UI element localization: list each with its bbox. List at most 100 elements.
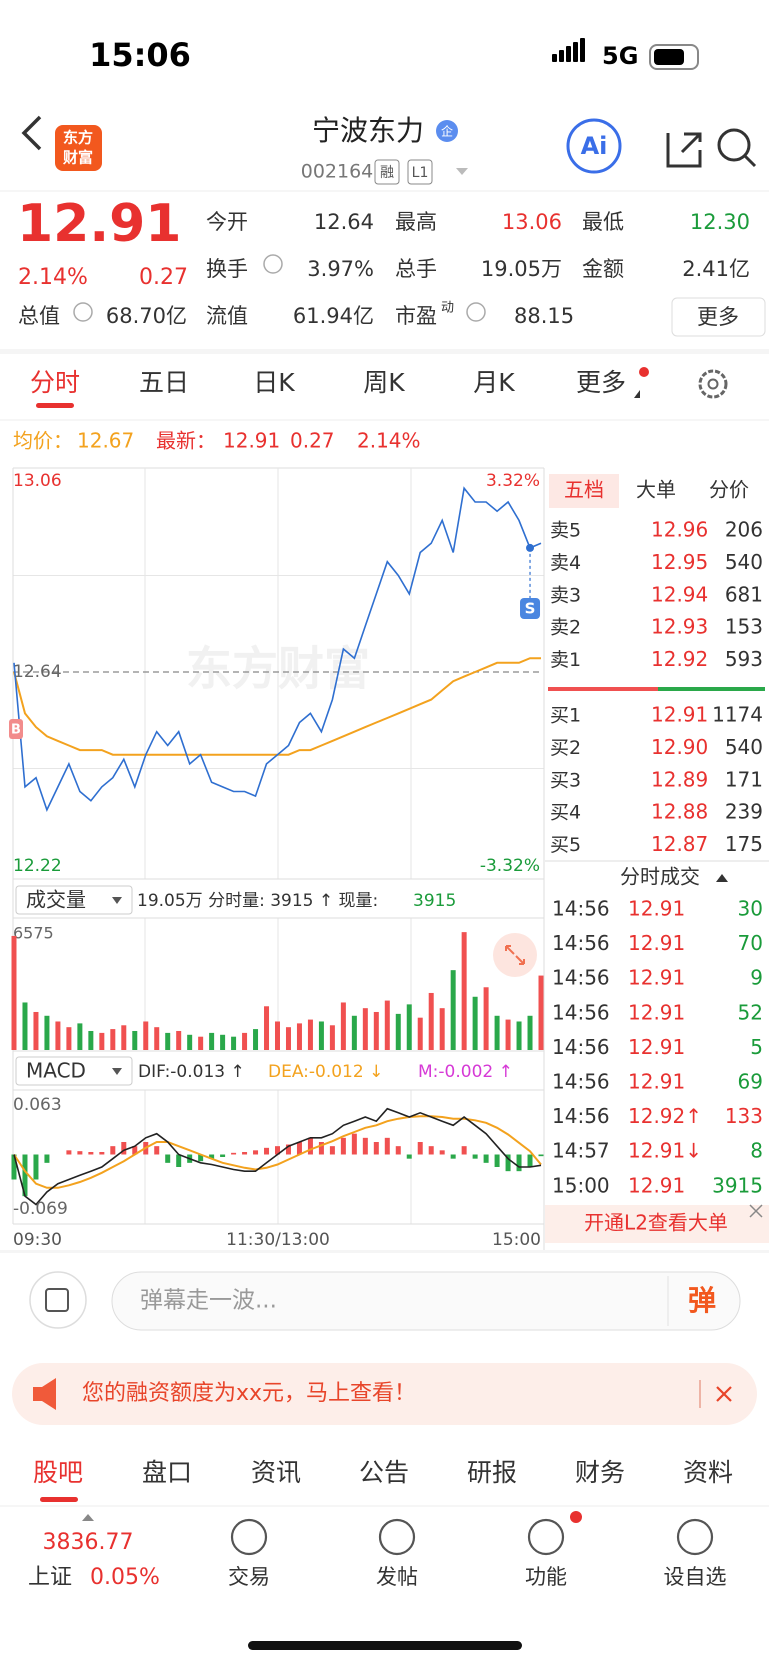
nav-label[interactable]: 发帖 [376,1565,418,1589]
macd-bar [538,1154,544,1157]
volume-bar [22,1002,28,1050]
trade-time: 14:56 [552,1104,610,1128]
macd-bar [66,1150,72,1155]
share-button[interactable] [666,132,702,168]
nav-icon[interactable] [230,1518,268,1556]
x-label: 15:00 [492,1230,541,1250]
more-button[interactable] [671,297,766,337]
trade-price: 12.91 [628,1070,685,1094]
nav-icon[interactable] [527,1518,565,1556]
period-tab[interactable]: 更多 [576,368,626,397]
macd-bar [198,1154,204,1162]
expand-button[interactable] [493,933,537,977]
period-tab[interactable]: 周K [363,368,405,397]
macd-bar [11,1154,17,1180]
stat-value: 13.06 [502,210,562,234]
ai-button[interactable] [566,118,622,174]
volume-current: 3915 [413,891,456,911]
l2-banner[interactable] [545,1205,769,1243]
period-tab[interactable]: 分时 [30,368,80,397]
book-price: 12.88 [651,800,708,824]
book-tab[interactable]: 五档 [564,478,604,502]
content-tab[interactable]: 公告 [359,1458,409,1487]
content-tab[interactable]: 盘口 [142,1458,192,1487]
change-pct: 2.14% [18,265,88,290]
period-tab[interactable]: 月K [473,368,515,397]
summary-change: 0.27 [290,429,335,453]
signal-label[interactable]: B [11,723,21,738]
volume-bar [406,1004,412,1050]
ai-label[interactable]: Ai [581,132,608,160]
l2-banner-text[interactable]: 开通L2查看大单 [584,1211,728,1235]
trade-volume: 30 [738,897,763,921]
selector-label[interactable]: 成交量 [26,888,86,912]
nav-label[interactable]: 交易 [228,1565,270,1589]
nav-icon[interactable] [378,1518,416,1556]
indicator-selector[interactable] [15,1056,133,1086]
period-tab[interactable]: 五日 [139,368,189,397]
index-value[interactable]: 3836.77 [43,1530,134,1555]
macd-min-label: -0.069 [13,1199,68,1219]
logo-text: 财富 [63,149,93,167]
volume-bar [417,1017,423,1050]
content-tab[interactable]: 资料 [683,1458,733,1487]
y-max-label: 13.06 [13,471,62,491]
comment-placeholder[interactable]: 弹幕走一波... [140,1288,277,1314]
selector-label[interactable]: MACD [26,1059,86,1083]
book-label: 卖5 [550,520,581,542]
content-tab[interactable]: 资讯 [251,1458,301,1487]
period-tab[interactable]: 日K [253,368,295,397]
info-icon[interactable] [466,302,486,322]
info-icon[interactable] [263,254,283,274]
book-tab[interactable]: 大单 [636,478,676,502]
change: 0.27 [139,265,188,290]
l2-close[interactable] [749,1204,763,1218]
back-button[interactable] [21,115,42,151]
signal-box[interactable] [520,598,541,619]
book-label: 卖1 [550,649,581,671]
comment-icon[interactable] [29,1271,87,1329]
volume-bar [88,1030,94,1050]
more-button-label[interactable]: 更多 [697,305,739,329]
volume-bar [154,1027,160,1050]
nav-label[interactable]: 功能 [525,1565,567,1589]
signal-label[interactable]: S [525,600,536,618]
trade-time: 14:56 [552,1000,610,1024]
macd-dea-label: DEA:-0.012 ↓ [268,1062,383,1082]
volume-bar [516,1021,522,1050]
book-label: 买2 [550,737,581,759]
nav-label[interactable]: 设自选 [664,1565,727,1589]
promo-banner[interactable] [12,1363,757,1425]
content-tab[interactable]: 财务 [575,1458,625,1487]
promo-close[interactable] [716,1386,732,1402]
book-price: 12.91 [651,703,708,727]
baseline-label: 12.64 [13,662,62,682]
volume-bar [318,1021,324,1050]
book-tab[interactable]: 分价 [709,478,749,502]
macd-bar [33,1154,39,1180]
search-button[interactable] [717,128,751,162]
volume-bar [44,1015,50,1050]
trades-title: 分时成交 [620,865,700,889]
volume-bar [11,935,17,1050]
signal-box[interactable] [9,719,23,739]
app-logo [55,125,102,171]
macd-bar [165,1154,171,1163]
volume-bar [461,932,467,1050]
macd-bar [121,1142,127,1155]
content-tab[interactable]: 股吧 [33,1458,83,1487]
settings-button[interactable] [698,369,728,399]
volume-bar [505,1019,511,1050]
danmaku-button[interactable]: 弹 [688,1284,716,1317]
promo-text[interactable]: 您的融资额度为xx元，马上查看！ [82,1381,416,1406]
info-icon[interactable] [73,302,93,322]
content-tab[interactable]: 研报 [467,1458,517,1487]
comment-input[interactable] [111,1271,741,1331]
volume-bar [121,1025,127,1050]
macd-bar [99,1152,105,1155]
nav-icon[interactable] [676,1518,714,1556]
stat-label: 今开 [206,210,248,234]
book-label: 卖2 [550,617,581,639]
indicator-selector[interactable] [15,885,133,915]
x-label: 09:30 [13,1230,62,1250]
